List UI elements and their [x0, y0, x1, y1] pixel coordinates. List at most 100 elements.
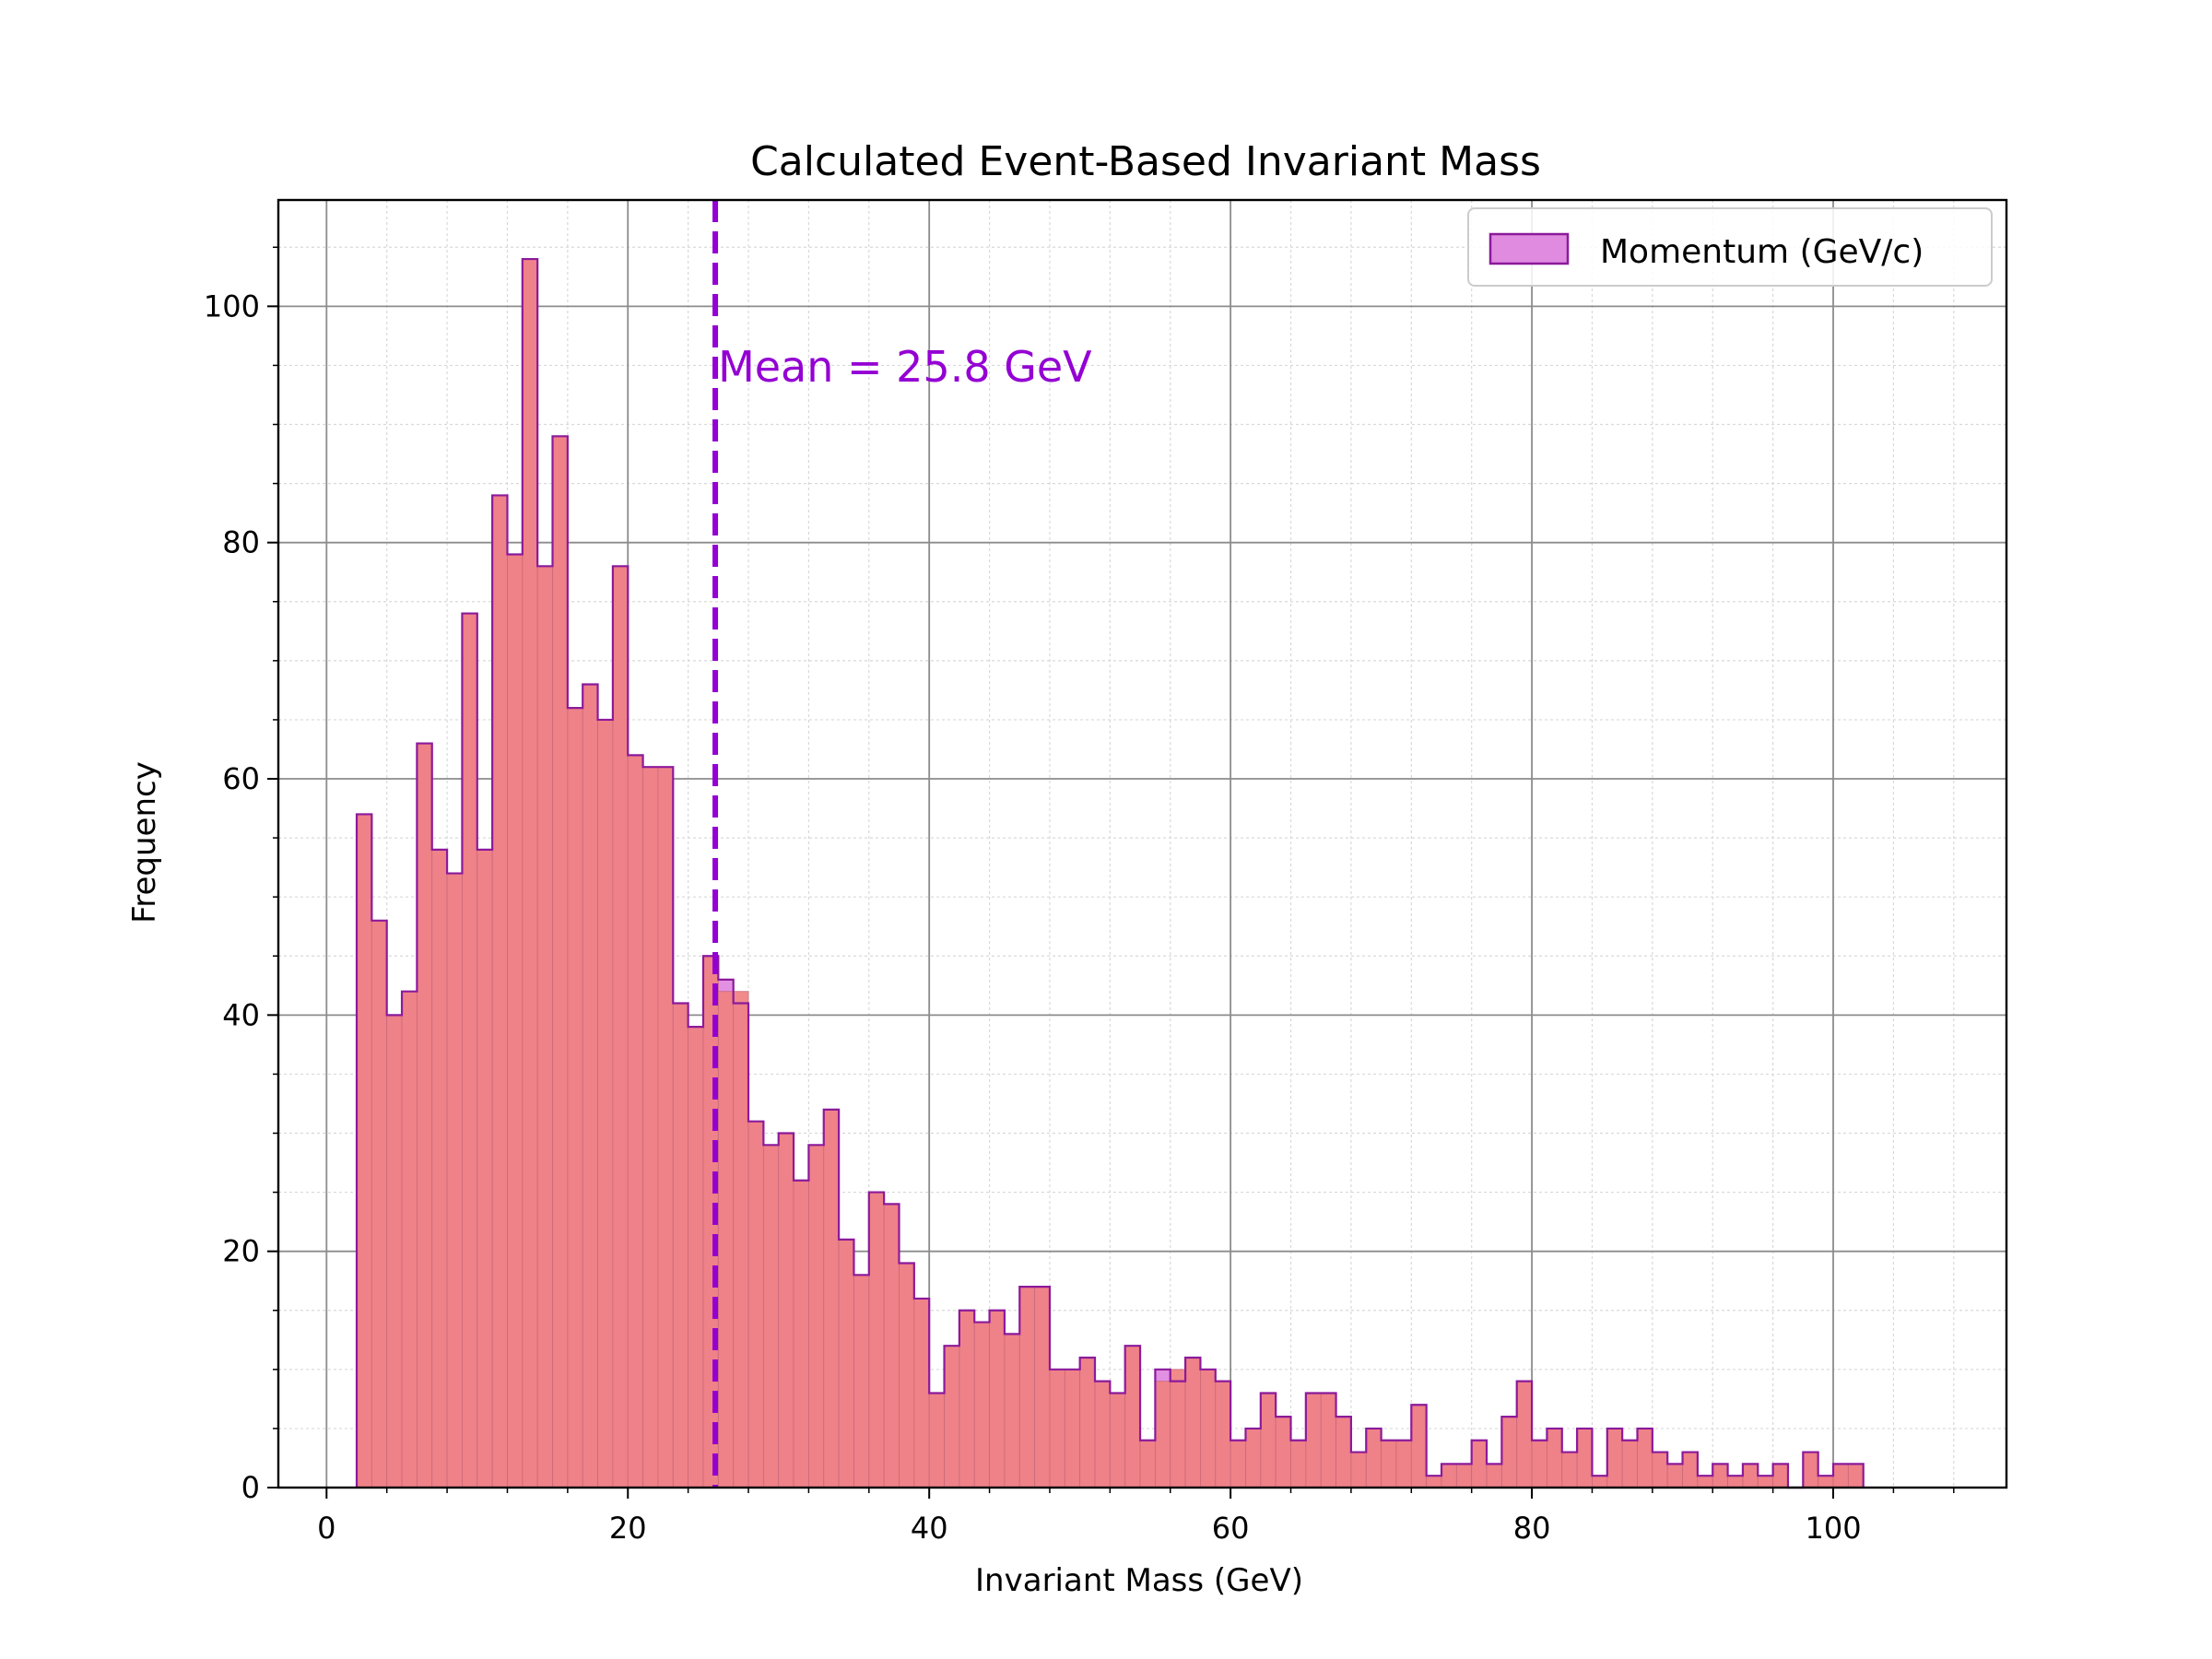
histogram-bar-overlay — [899, 1263, 915, 1488]
x-tick-label: 20 — [609, 1511, 647, 1546]
legend: Momentum (GeV/c) — [1467, 207, 1993, 287]
histogram-bar-overlay — [1064, 1369, 1081, 1488]
histogram-bar-overlay — [1124, 1345, 1141, 1488]
histogram-bar-overlay — [1018, 1286, 1036, 1488]
histogram-bar-overlay — [868, 1192, 885, 1488]
histogram-bar-overlay — [657, 766, 674, 1488]
histogram-bar-overlay — [688, 1026, 704, 1488]
histogram-bar-overlay — [1215, 1381, 1231, 1488]
histogram-bar-overlay — [1712, 1463, 1728, 1488]
histogram-bar-overlay — [567, 707, 583, 1488]
histogram-bar-overlay — [401, 991, 418, 1488]
histogram-bar-overlay — [1049, 1369, 1065, 1488]
histogram-bar-overlay — [462, 613, 478, 1488]
histogram-bar-overlay — [928, 1393, 945, 1488]
histogram-bar-overlay — [913, 1298, 930, 1488]
histogram-bar-overlay — [1637, 1428, 1653, 1488]
histogram-bar-overlay — [1410, 1404, 1428, 1488]
chart-title: Calculated Event-Based Invariant Mass — [750, 138, 1541, 185]
histogram-bar-overlay — [853, 1274, 870, 1488]
histogram-bar-overlay — [1230, 1440, 1246, 1488]
legend-swatch — [1488, 232, 1570, 265]
histogram-bar-overlay — [642, 766, 659, 1488]
histogram-bar-overlay — [1486, 1463, 1502, 1488]
histogram-bar-overlay — [1531, 1440, 1547, 1488]
histogram-bar-overlay — [507, 554, 524, 1488]
histogram-bar-overlay — [747, 1121, 764, 1488]
histogram-bar-overlay — [1170, 1369, 1186, 1488]
y-tick-label: 40 — [222, 997, 260, 1032]
histogram-bar-overlay — [1547, 1428, 1563, 1488]
histogram-bar-overlay — [1275, 1416, 1291, 1488]
series-momentum-outline — [355, 257, 1865, 1489]
histogram-bar-overlay — [1290, 1440, 1307, 1488]
mean-label: Mean = 25.8 GeV — [718, 342, 1092, 392]
histogram-bar-overlay — [536, 565, 553, 1488]
histogram-bar-overlay — [838, 1239, 854, 1488]
histogram-bar-overlay — [1395, 1440, 1412, 1488]
histogram-bar-overlay — [1154, 1381, 1171, 1488]
histogram-bar-overlay — [446, 873, 463, 1488]
histogram-bar-overlay — [1606, 1428, 1623, 1488]
histogram-bar-overlay — [823, 1109, 840, 1488]
histogram-bar-overlay — [627, 754, 643, 1488]
histogram-bar-overlay — [959, 1310, 975, 1488]
histogram-bar-overlay — [1441, 1463, 1457, 1488]
histogram-bar-overlay — [1381, 1440, 1397, 1488]
histogram-bar-overlay — [386, 1014, 403, 1488]
legend-label-momentum: Momentum (GeV/c) — [1600, 233, 1924, 271]
histogram-bar-overlay — [1004, 1333, 1020, 1488]
x-axis-ticks: 0 20 40 60 80 100 — [317, 1488, 1955, 1546]
y-axis-ticks: 0 20 40 60 80 100 — [204, 246, 278, 1505]
histogram-bar-overlay — [778, 1133, 794, 1488]
histogram-bar-overlay — [1592, 1475, 1608, 1488]
y-tick-label: 100 — [204, 288, 260, 324]
plot-frame — [276, 198, 2008, 1489]
x-tick-label: 40 — [911, 1511, 948, 1546]
histogram-bar-overlay — [762, 1144, 780, 1488]
histogram-bar-overlay — [1682, 1452, 1699, 1488]
x-tick-label: 80 — [1513, 1511, 1551, 1546]
histogram-bar-overlay — [1335, 1416, 1352, 1488]
histogram-bar-overlay — [1471, 1440, 1488, 1488]
histogram-bar-overlay — [1621, 1440, 1638, 1488]
histogram-bar-overlay — [717, 991, 735, 1488]
histogram-bar-overlay — [416, 743, 433, 1488]
histogram-bar-overlay — [1200, 1369, 1217, 1488]
histogram-bar-overlay — [1847, 1463, 1865, 1488]
histogram-bar-overlay — [1260, 1393, 1277, 1488]
histogram-bar-overlay — [808, 1144, 825, 1488]
histogram-bar-overlay — [672, 1003, 689, 1488]
histogram-bar-overlay — [1561, 1452, 1578, 1488]
histogram-bar-overlay — [973, 1322, 990, 1488]
y-tick-label: 0 — [241, 1470, 260, 1505]
histogram-outline — [355, 257, 1865, 1489]
histogram-bar-overlay — [1079, 1357, 1096, 1488]
histogram-bar-overlay — [431, 849, 448, 1488]
histogram-bar-overlay — [1034, 1286, 1051, 1488]
histogram-bar-overlay — [491, 495, 508, 1488]
histogram-bar-overlay — [1245, 1428, 1262, 1488]
histogram-bar-overlay — [1757, 1475, 1774, 1488]
histogram-bar-overlay — [944, 1345, 960, 1488]
histogram-bar-overlay — [356, 814, 372, 1488]
histogram-bar-overlay — [1305, 1393, 1322, 1488]
histogram-bar-overlay — [1802, 1452, 1819, 1488]
histogram-bar-overlay — [1652, 1452, 1668, 1488]
histogram-bar-overlay — [1772, 1463, 1789, 1488]
histogram-bar-overlay — [1094, 1381, 1111, 1488]
histogram-bar-overlay — [477, 849, 493, 1488]
y-tick-label: 60 — [222, 761, 260, 796]
legend-box — [1467, 207, 1993, 287]
histogram-bar-overlay — [1697, 1475, 1713, 1488]
histogram-bar-overlay — [989, 1310, 1006, 1488]
histogram-bar-overlay — [1818, 1475, 1834, 1488]
histogram-bar-overlay — [1426, 1475, 1442, 1488]
histogram-bar-overlay — [733, 991, 749, 1488]
histogram-bar-overlay — [1320, 1393, 1336, 1488]
histogram-bar-overlay — [883, 1204, 900, 1488]
histogram-bar-overlay — [1727, 1475, 1744, 1488]
y-tick-label: 80 — [222, 525, 260, 560]
histogram-bar-overlay — [371, 920, 388, 1488]
